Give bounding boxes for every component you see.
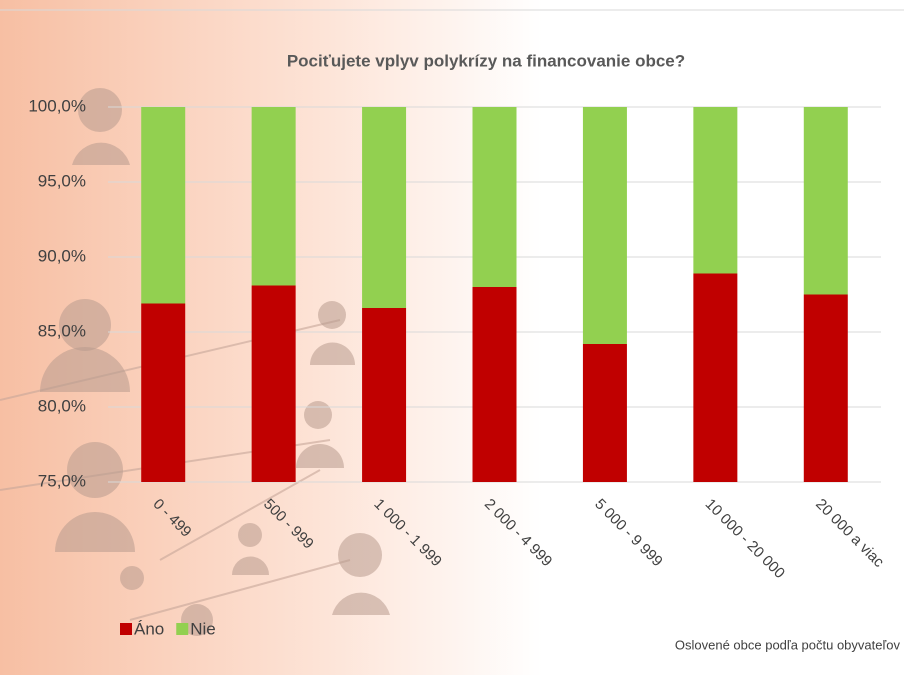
bar-segment	[252, 286, 296, 483]
legend-label: Áno	[134, 619, 164, 638]
y-tick-label: 85,0%	[38, 321, 86, 340]
y-tick-label: 100,0%	[28, 96, 86, 115]
chart: Pociťujete vplyv polykrízy na financovan…	[0, 0, 904, 675]
chart-title: Pociťujete vplyv polykrízy na financovan…	[287, 51, 685, 70]
bar-segment	[141, 304, 185, 483]
bar-segment	[693, 274, 737, 483]
bar-segment	[473, 107, 517, 287]
bar-segment	[141, 107, 185, 304]
bar-segment	[252, 107, 296, 286]
bar-segment	[583, 107, 627, 344]
legend-label: Nie	[190, 619, 216, 638]
bar-segment	[804, 107, 848, 295]
bar-segment	[693, 107, 737, 274]
legend-swatch	[120, 623, 132, 635]
y-tick-label: 80,0%	[38, 396, 86, 415]
bar-segment	[362, 308, 406, 482]
bar-segment	[583, 344, 627, 482]
bar-segment	[362, 107, 406, 308]
bar-segment	[473, 287, 517, 482]
legend-swatch	[176, 623, 188, 635]
y-tick-label: 75,0%	[38, 471, 86, 490]
bar-segment	[804, 295, 848, 483]
y-tick-label: 90,0%	[38, 246, 86, 265]
x-axis-title: Oslovené obce podľa počtu obyvateľov	[675, 637, 901, 652]
y-tick-label: 95,0%	[38, 171, 86, 190]
